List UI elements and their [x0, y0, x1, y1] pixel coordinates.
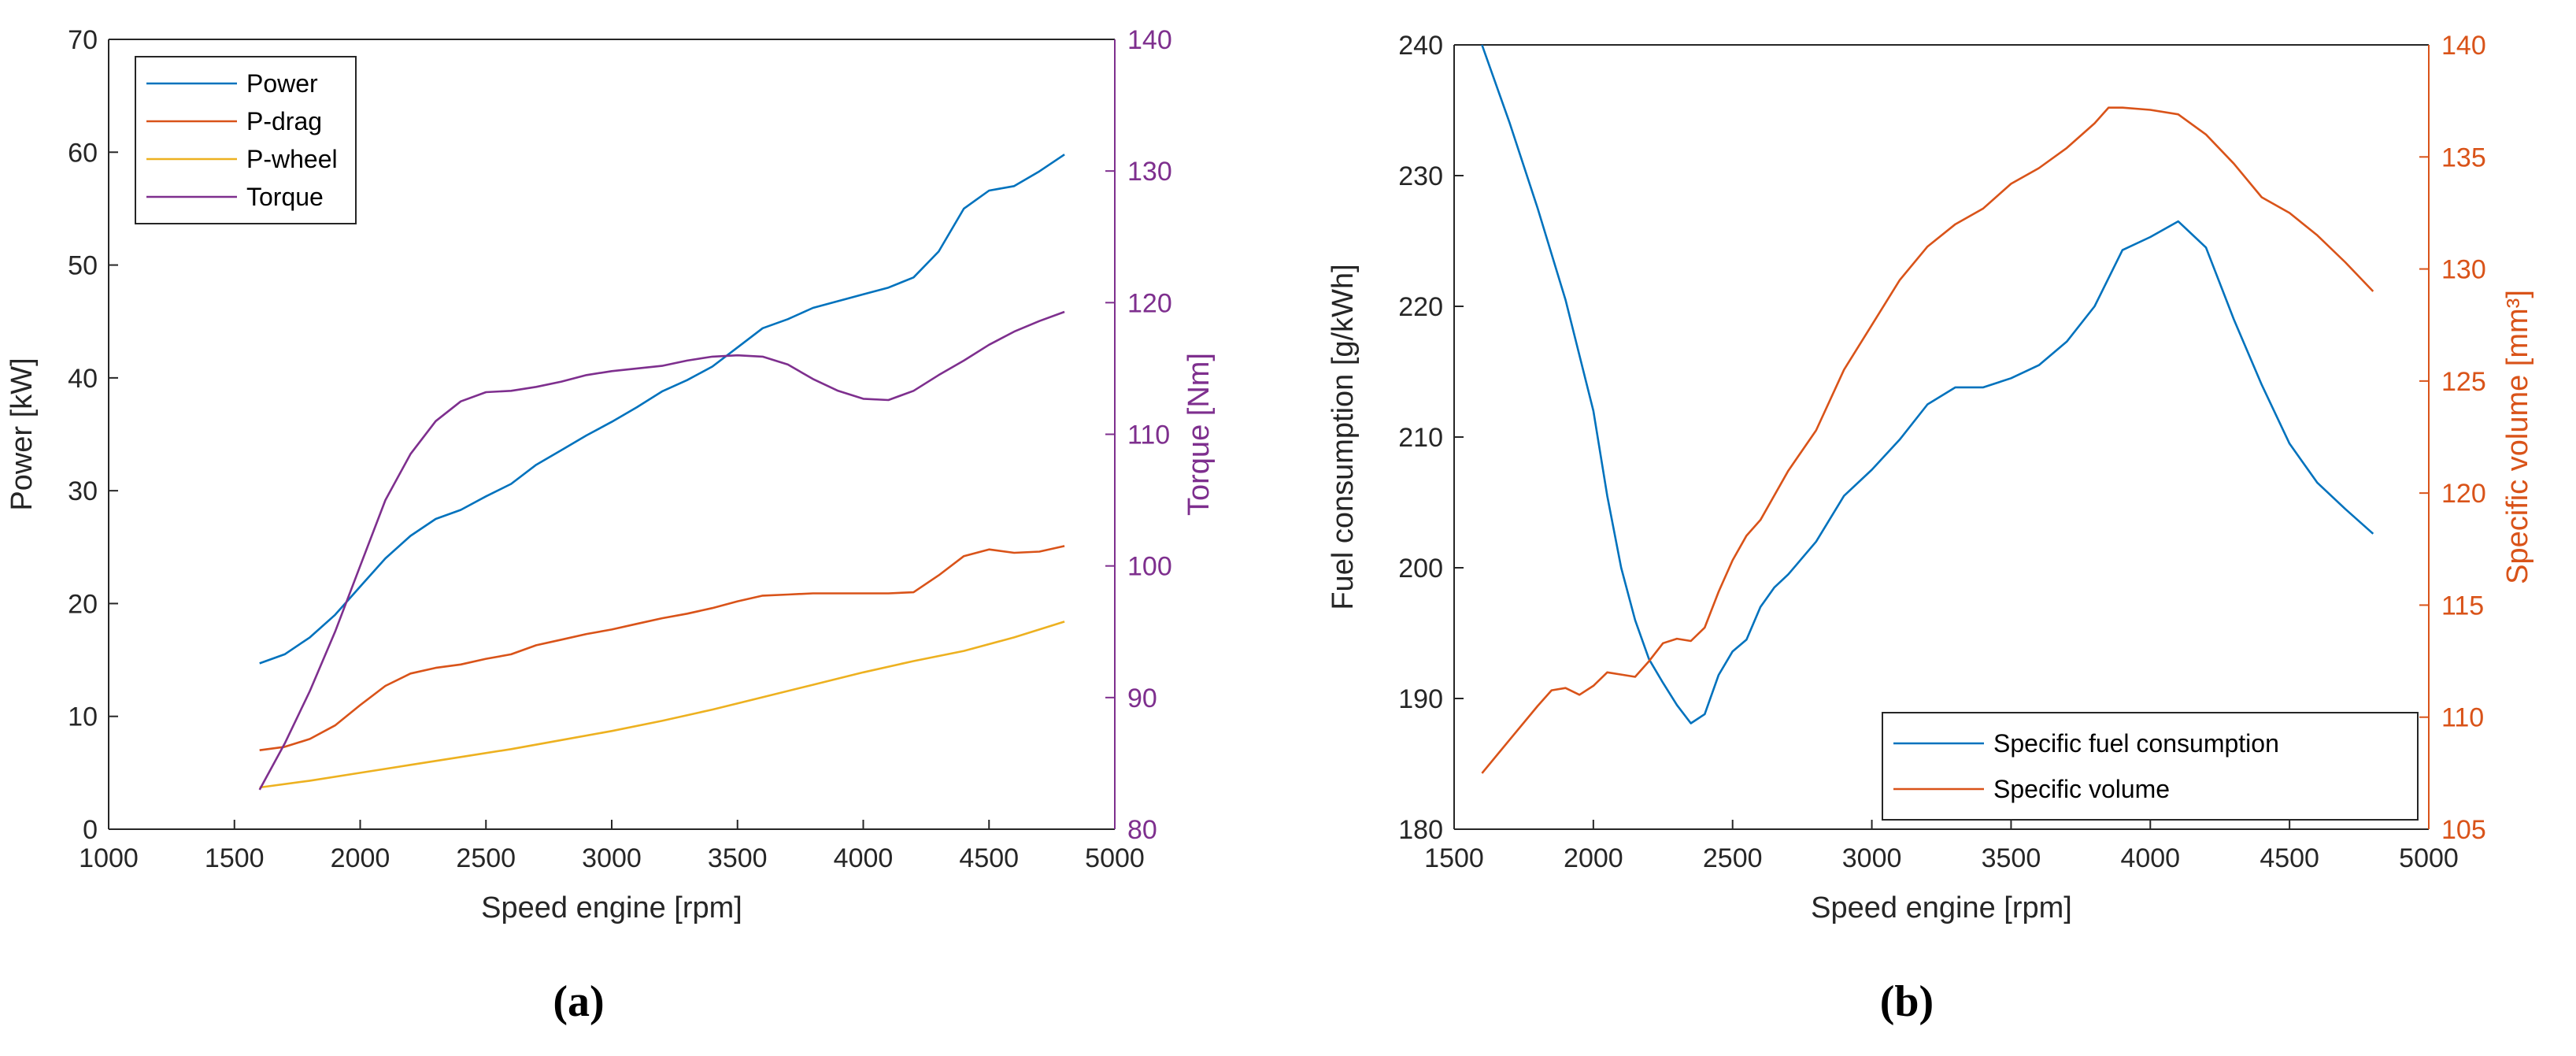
x-tick-label: 2500 [456, 843, 516, 873]
y-axis-label: Fuel consumption [g/kWh] [1327, 264, 1360, 610]
y-tick-label: 240 [1398, 31, 1443, 61]
legend-entry: Specific volume [1993, 775, 2170, 803]
series-line-power [259, 154, 1065, 665]
x-tick-label: 2000 [331, 843, 390, 873]
panel-label-a: (a) [553, 977, 604, 1026]
y2-tick-label: 110 [2441, 703, 2484, 733]
plot-area-b [1454, 45, 2429, 829]
x-axis-label: Speed engine [rpm] [481, 891, 742, 924]
y2-tick-label: 140 [2441, 31, 2486, 61]
y2-tick-label: 130 [2441, 255, 2486, 285]
x-tick-label: 2500 [1703, 843, 1763, 873]
x-tick-label: 5000 [2399, 843, 2459, 873]
legend-a: Power P-drag P-wheel Torque [135, 56, 357, 224]
x-tick-label: 4000 [834, 843, 894, 873]
legend-b: Specific fuel consumption Specific volume [1882, 712, 2419, 821]
y2-tick-label: 120 [1127, 288, 1172, 318]
x-tick-label: 5000 [1085, 843, 1145, 873]
y2-axis-label: Torque [Nm] [1183, 353, 1216, 516]
y-tick-label: 210 [1398, 423, 1443, 453]
x-tick-label: 4000 [2120, 843, 2180, 873]
y2-tick-label: 140 [1127, 25, 1172, 55]
series-line-specific-fuel-consumption [1481, 44, 2374, 724]
y2-axis-label: Specific volume [mm³] [2501, 290, 2534, 584]
panel-label-b: (b) [1880, 977, 1934, 1026]
x-tick-label: 1500 [205, 843, 265, 873]
y2-tick-label: 105 [2441, 815, 2486, 845]
y2-tick-label: 90 [1127, 684, 1157, 713]
legend-box [1882, 712, 2419, 821]
series-line-p-drag [259, 545, 1065, 751]
x-tick-label: 3000 [582, 843, 642, 873]
x-tick-label: 1000 [79, 843, 139, 873]
legend-entry: Power [246, 69, 318, 98]
legend-entry: P-wheel [246, 145, 338, 173]
x-tick-label: 4500 [2260, 843, 2319, 873]
y-tick-label: 180 [1398, 815, 1443, 845]
y2-tick-label: 120 [2441, 479, 2486, 509]
x-tick-label: 1500 [1424, 843, 1484, 873]
y-tick-label: 20 [68, 589, 98, 619]
series-line-p-wheel [259, 621, 1065, 789]
y2-tick-label: 100 [1127, 552, 1172, 582]
legend-entry: Torque [246, 183, 324, 211]
y-tick-label: 60 [68, 138, 98, 168]
y2-tick-label: 130 [1127, 157, 1172, 187]
legend-entry: Specific fuel consumption [1993, 729, 2279, 758]
legend-box [135, 56, 357, 224]
y-tick-label: 40 [68, 364, 98, 394]
y-tick-label: 0 [83, 815, 98, 845]
x-tick-label: 2000 [1564, 843, 1623, 873]
y-tick-label: 220 [1398, 292, 1443, 322]
y2-tick-label: 125 [2441, 367, 2486, 397]
x-tick-label: 4500 [959, 843, 1019, 873]
y2-tick-label: 80 [1127, 815, 1157, 845]
series-line-specific-volume [1481, 106, 2374, 774]
x-tick-label: 3500 [1982, 843, 2041, 873]
legend-entry: P-drag [246, 107, 322, 135]
y-axis-label: Power [kW] [6, 358, 39, 510]
y2-tick-label: 115 [2441, 591, 2484, 621]
y2-tick-label: 135 [2441, 143, 2486, 172]
y-tick-label: 10 [68, 702, 98, 732]
y-tick-label: 200 [1398, 554, 1443, 584]
chart-a: 1000 1500 2000 2500 3000 3500 4000 4500 5000 0 10 2… [6, 25, 1216, 924]
series-line-torque [258, 310, 1065, 791]
y-tick-label: 190 [1398, 684, 1443, 714]
y-tick-label: 50 [68, 251, 98, 281]
x-tick-label: 3000 [1842, 843, 1902, 873]
x-axis-label: Speed engine [rpm] [1811, 891, 2072, 924]
y2-tick-label: 110 [1127, 421, 1170, 450]
y-tick-label: 230 [1398, 161, 1443, 191]
y-tick-label: 70 [68, 25, 98, 55]
y-tick-label: 30 [68, 476, 98, 506]
x-tick-label: 3500 [708, 843, 768, 873]
chart-b: 1500 2000 2500 3000 3500 4000 4500 5000 180 190 20… [1327, 31, 2534, 924]
